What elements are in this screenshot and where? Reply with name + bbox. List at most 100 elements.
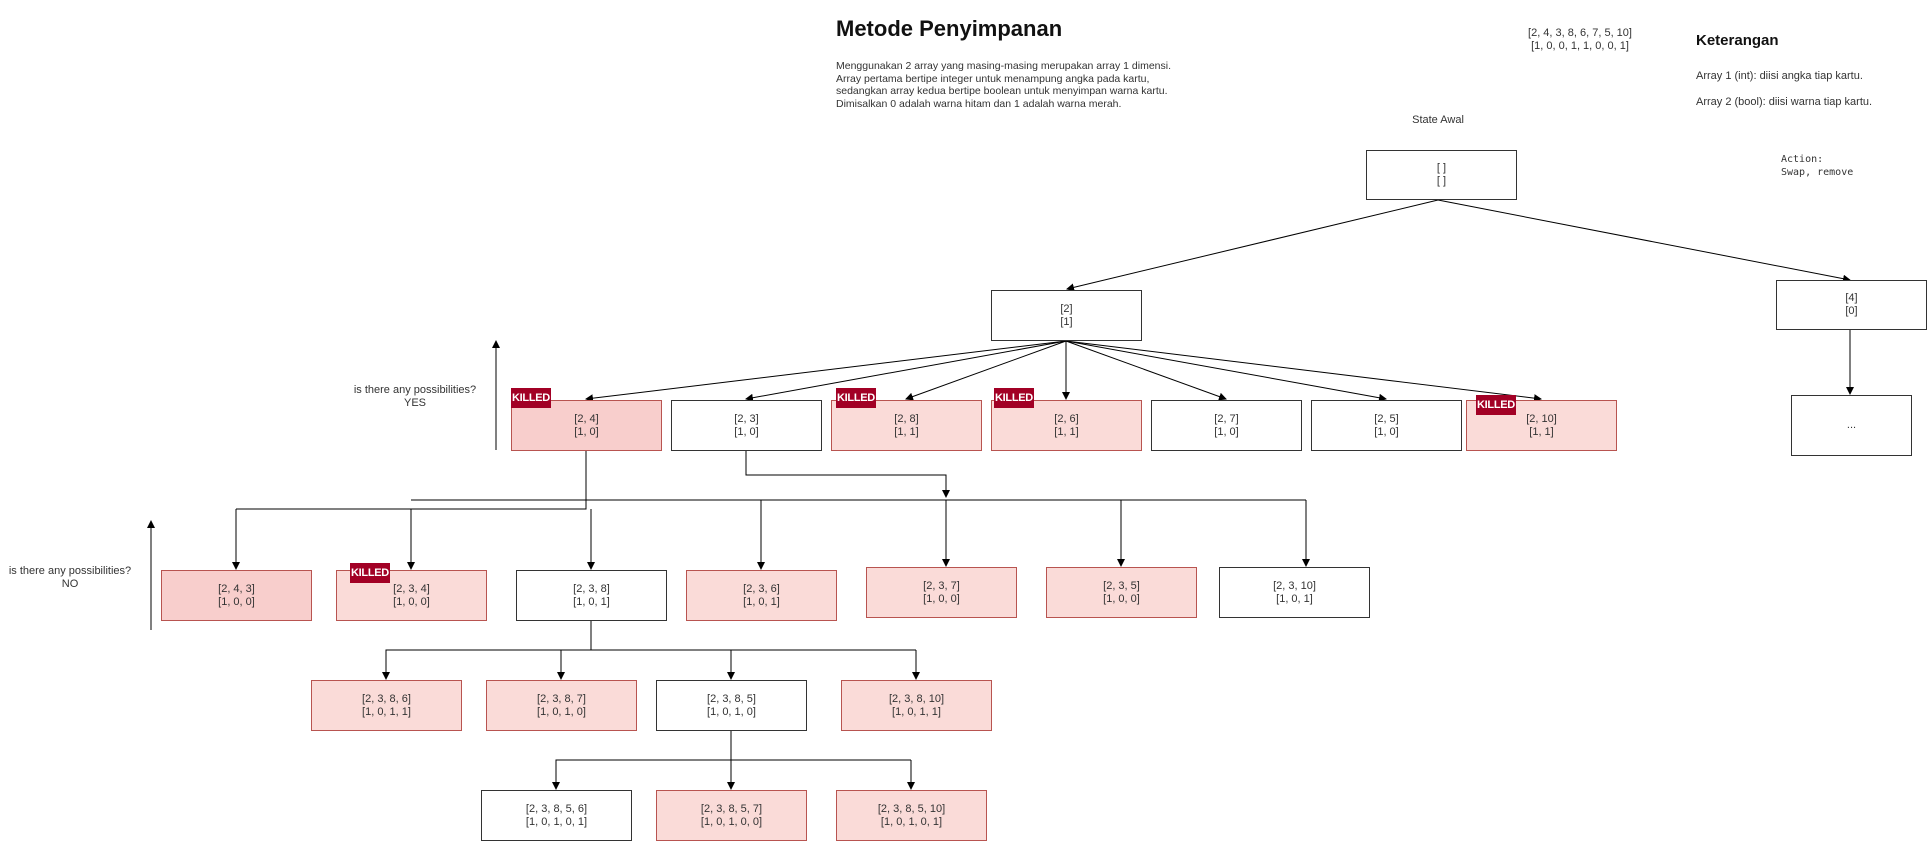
- node-2-5-colors: [1, 0]: [1374, 425, 1399, 438]
- edge-n23-trunk: [745, 451, 950, 498]
- node-2-3-colors: [1, 0]: [734, 425, 759, 438]
- node-2-3-8-5-7: [2, 3, 8, 5, 7] [1, 0, 1, 0, 0]: [656, 790, 807, 841]
- edge-n238-trunk: [382, 621, 592, 680]
- node-4: [4] [0]: [1776, 280, 1927, 330]
- node-root-colors: [ ]: [1436, 175, 1447, 187]
- edge-root-n2: [1066, 199, 1439, 292]
- node-2-3-8-6-colors: [1, 0, 1, 1]: [362, 705, 411, 718]
- node-2-3-8-5-6-colors: [1, 0, 1, 0, 1]: [525, 815, 588, 828]
- node-2-3-4-values: [2, 3, 4]: [393, 582, 430, 595]
- node-2-3-8-10-values: [2, 3, 8, 10]: [888, 692, 945, 705]
- annotation-question-2: is there any possibilities? NO: [0, 565, 140, 591]
- node-2-3-10-colors: [1, 0, 1]: [1276, 592, 1313, 605]
- node-2-3-8-values: [2, 3, 8]: [573, 582, 610, 595]
- node-2-8-colors: [1, 1]: [894, 425, 919, 438]
- node-2-6-colors: [1, 1]: [1054, 425, 1079, 438]
- node-2-colors: [1]: [1060, 315, 1073, 328]
- node-2-values: [2]: [1060, 302, 1073, 315]
- node-root-values: [ ]: [1436, 162, 1447, 174]
- node-2-4: [2, 4] [1, 0]: [511, 400, 662, 451]
- node-2-3-8-7-colors: [1, 0, 1, 0]: [537, 705, 586, 718]
- answer-1: YES: [403, 397, 426, 409]
- node-2-7-values: [2, 7]: [1214, 412, 1239, 425]
- node-2-5-values: [2, 5]: [1374, 412, 1399, 425]
- node-4-colors: [0]: [1845, 305, 1858, 317]
- node-2-3-8-5-6: [2, 3, 8, 5, 6] [1, 0, 1, 0, 1]: [481, 790, 632, 841]
- input-values: [2, 4, 3, 8, 6, 7, 5, 10]: [1528, 27, 1632, 39]
- node-2-3-8: [2, 3, 8] [1, 0, 1]: [516, 570, 667, 621]
- node-2-3-6: [2, 3, 6] [1, 0, 1]: [686, 570, 837, 621]
- node-2-3-5-colors: [1, 0, 0]: [1103, 592, 1140, 605]
- edge-n2-n28: [905, 340, 1067, 401]
- node-2-3-7-colors: [1, 0, 0]: [923, 592, 960, 605]
- node-2-4-3: [2, 4, 3] [1, 0, 0]: [161, 570, 312, 621]
- node-2-3-5-values: [2, 3, 5]: [1103, 579, 1140, 592]
- node-2-3-8-7-values: [2, 3, 8, 7]: [537, 692, 586, 705]
- node-2-3-8-5-7-values: [2, 3, 8, 5, 7]: [700, 802, 763, 815]
- node-2-3-8-5-10: [2, 3, 8, 5, 10] [1, 0, 1, 0, 1]: [836, 790, 987, 841]
- node-2-3-8-6: [2, 3, 8, 6] [1, 0, 1, 1]: [311, 680, 462, 731]
- action-label: Action:: [1781, 154, 1824, 165]
- edge-n2-n25: [1065, 340, 1387, 402]
- node-root: [ ] [ ]: [1366, 150, 1517, 200]
- node-2-3-8-10-colors: [1, 0, 1, 1]: [892, 705, 941, 718]
- node-2-3-8-5-colors: [1, 0, 1, 0]: [707, 705, 756, 718]
- input-colors: [1, 0, 0, 1, 1, 0, 0, 1]: [1531, 40, 1629, 52]
- description-line-3: sedangkan array kedua bertipe boolean un…: [836, 85, 1168, 97]
- input-arrays: [2, 4, 3, 8, 6, 7, 5, 10] [1, 0, 0, 1, 1…: [1500, 27, 1660, 53]
- node-2-8: [2, 8] [1, 1]: [831, 400, 982, 451]
- description-line-1: Menggunakan 2 array yang masing-masing m…: [836, 60, 1172, 72]
- node-2-4-3-values: [2, 4, 3]: [218, 582, 255, 595]
- node-2-3-7: [2, 3, 7] [1, 0, 0]: [866, 567, 1017, 618]
- legend-title: Keterangan: [1696, 32, 1779, 49]
- node-2-3-10: [2, 3, 10] [1, 0, 1]: [1219, 567, 1370, 618]
- node-2-3-8-6-values: [2, 3, 8, 6]: [362, 692, 411, 705]
- action-value: Swap, remove: [1781, 167, 1854, 178]
- node-2-5: [2, 5] [1, 0]: [1311, 400, 1462, 451]
- node-2-3-values: [2, 3]: [734, 412, 759, 425]
- node-2-4-values: [2, 4]: [574, 412, 599, 425]
- edge-n24-trunk: [407, 451, 587, 570]
- description-line-4: Dimisalkan 0 adalah warna hitam dan 1 ad…: [836, 97, 1122, 110]
- node-2-3-6-values: [2, 3, 6]: [743, 582, 780, 595]
- legend-array1: Array 1 (int): diisi angka tiap kartu.: [1696, 70, 1863, 82]
- edge-n2-n210: [1065, 340, 1542, 403]
- node-2-3-4-colors: [1, 0, 0]: [393, 595, 430, 608]
- node-2-3-8-10: [2, 3, 8, 10] [1, 0, 1, 1]: [841, 680, 992, 731]
- node-2-3-8-5-10-values: [2, 3, 8, 5, 10]: [877, 802, 946, 815]
- node-2-3-8-5-6-values: [2, 3, 8, 5, 6]: [525, 802, 588, 815]
- node-4-values: [4]: [1845, 292, 1858, 304]
- node-2-7: [2, 7] [1, 0]: [1151, 400, 1302, 451]
- node-2-8-values: [2, 8]: [894, 412, 919, 425]
- node-2-3-8-5: [2, 3, 8, 5] [1, 0, 1, 0]: [656, 680, 807, 731]
- node-2-4-3-colors: [1, 0, 0]: [218, 595, 255, 608]
- page-title: Metode Penyimpanan: [836, 16, 1063, 41]
- node-2-10-values: [2, 10]: [1526, 412, 1557, 425]
- node-2-3-8-colors: [1, 0, 1]: [573, 595, 610, 608]
- edge-root-n4: [1437, 199, 1851, 283]
- edge-n2-n23: [745, 340, 1067, 402]
- node-2-3-8-5-10-colors: [1, 0, 1, 0, 1]: [880, 815, 943, 828]
- node-2-3-7-values: [2, 3, 7]: [923, 579, 960, 592]
- legend-array2: Array 2 (bool): diisi warna tiap kartu.: [1696, 96, 1873, 108]
- question-2: is there any possibilities?: [8, 565, 132, 577]
- edge-n2385-trunk: [552, 731, 732, 790]
- killed-badge-2-8: KILLED: [836, 388, 876, 408]
- node-2-6: [2, 6] [1, 1]: [991, 400, 1142, 451]
- node-2-6-values: [2, 6]: [1054, 412, 1079, 425]
- node-2-3-8-7: [2, 3, 8, 7] [1, 0, 1, 0]: [486, 680, 637, 731]
- killed-badge-2-3-4: KILLED: [350, 563, 390, 583]
- killed-badge-2-6: KILLED: [994, 388, 1034, 408]
- answer-2: NO: [61, 578, 79, 590]
- edge-n2-n24: [585, 340, 1067, 403]
- state-label: State Awal: [1412, 114, 1464, 126]
- node-2-3-5: [2, 3, 5] [1, 0, 0]: [1046, 567, 1197, 618]
- node-2-3: [2, 3] [1, 0]: [671, 400, 822, 451]
- node-2-3-10-values: [2, 3, 10]: [1273, 579, 1316, 592]
- question-1: is there any possibilities?: [353, 384, 477, 396]
- node-2-4-colors: [1, 0]: [574, 425, 599, 438]
- node-2-3-6-colors: [1, 0, 1]: [743, 595, 780, 608]
- node-2: [2] [1]: [991, 290, 1142, 341]
- node-ellipsis-text: ...: [1846, 419, 1857, 431]
